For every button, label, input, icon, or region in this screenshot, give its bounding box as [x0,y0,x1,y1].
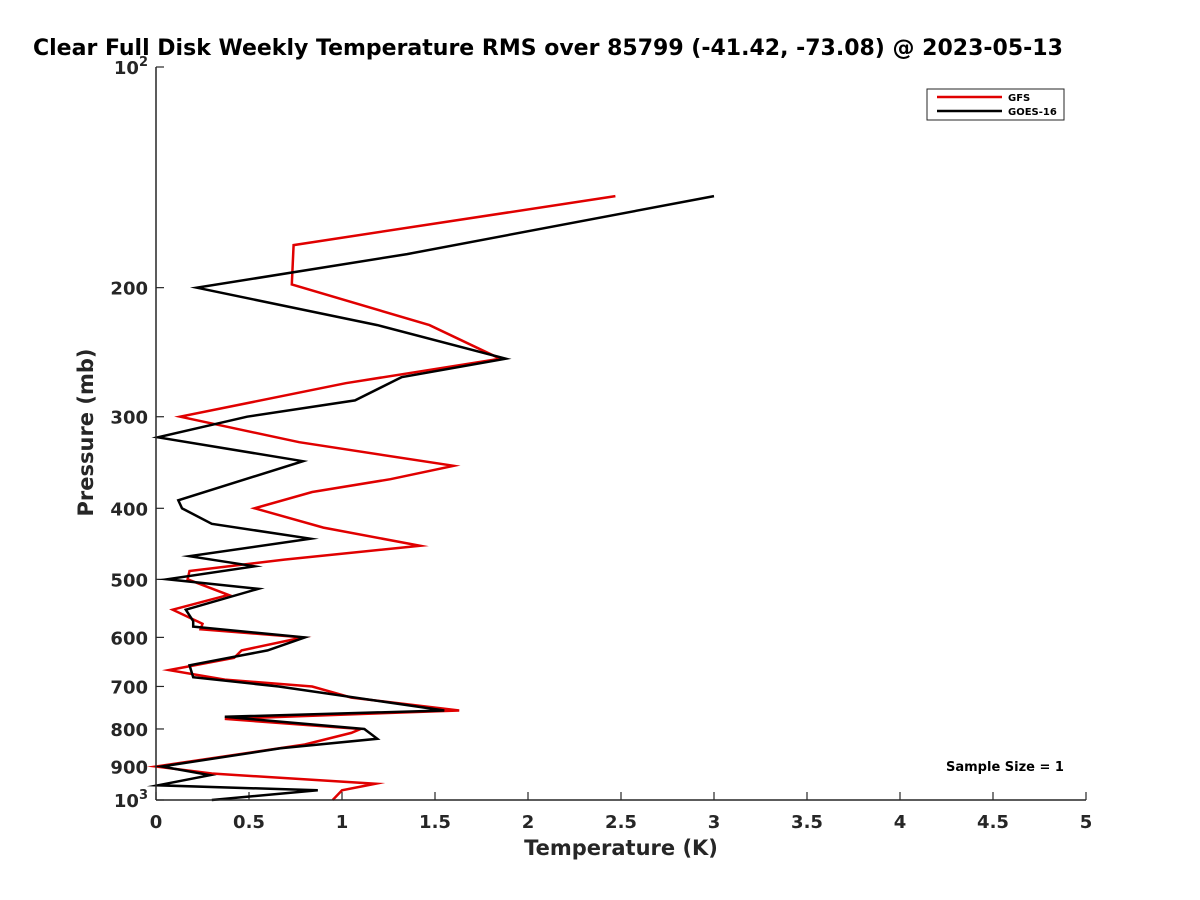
x-tick-label: 2 [522,812,535,833]
legend-label-goes-16: GOES-16 [1008,107,1057,118]
y-tick-label: 200 [110,279,148,300]
x-axis-label: Temperature (K) [524,836,718,860]
x-tick-label: 3 [708,812,721,833]
y-tick-label: 500 [110,570,148,591]
y-axis-ticks: 102 200 300 400 500 600 700 800 900 103 [110,55,164,812]
y-tick-label: 103 [114,788,148,812]
x-tick-label: 2.5 [605,812,637,833]
x-tick-label: 0.5 [233,812,265,833]
y-tick-label: 900 [110,757,148,778]
y-tick-label: 700 [110,677,148,698]
y-tick-label: 102 [114,55,148,79]
y-tick-label: 300 [110,408,148,429]
chart-title: Clear Full Disk Weekly Temperature RMS o… [33,36,1063,61]
series-line-goes-16 [146,194,715,802]
series-line-gfs [146,194,616,801]
x-tick-label: 3.5 [791,812,823,833]
x-tick-label: 1.5 [419,812,451,833]
x-tick-label: 0 [150,812,163,833]
x-axis-ticks: 0 0.5 1 1.5 2 2.5 3 3.5 4 4.5 5 [150,792,1093,833]
legend: GFS GOES-16 [926,88,1065,121]
legend-label-gfs: GFS [1008,93,1030,104]
sample-size-annotation: Sample Size = 1 [946,760,1064,775]
x-tick-label: 4.5 [977,812,1009,833]
x-tick-label: 1 [336,812,349,833]
legend-box [926,88,1065,121]
y-axis-label: Pressure (mb) [74,349,98,517]
y-tick-label: 600 [110,628,148,649]
y-tick-label: 800 [110,720,148,741]
x-tick-label: 4 [894,812,907,833]
x-tick-label: 5 [1080,812,1093,833]
series-layer [146,194,715,802]
y-tick-label: 400 [110,499,148,520]
